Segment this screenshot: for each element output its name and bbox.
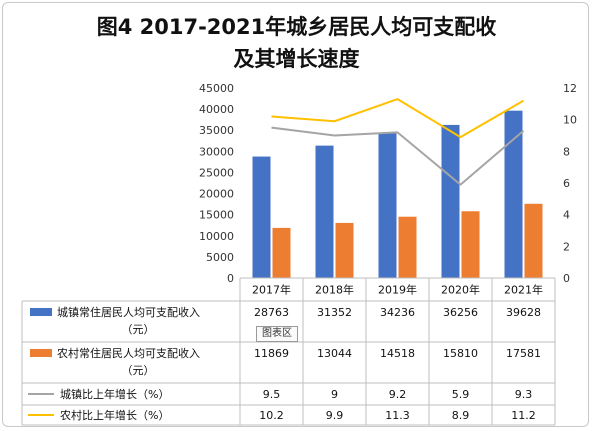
table-value-cell: 9.3 xyxy=(515,388,533,401)
table-value-cell: 15810 xyxy=(443,347,478,360)
table-value-cell: 13044 xyxy=(317,347,352,360)
legend-label: 农村比上年增长（%） xyxy=(60,408,169,422)
table-value-cell: 11869 xyxy=(254,347,289,360)
rural-income-bar xyxy=(398,216,417,278)
bars-group xyxy=(252,110,543,278)
right-y-tick-label: 8 xyxy=(563,145,570,158)
legend-label-unit: （元） xyxy=(122,364,155,377)
left-y-tick-label: 35000 xyxy=(199,124,234,137)
table-value-cell: 9 xyxy=(331,388,338,401)
legend-swatch xyxy=(30,308,52,316)
table-value-cell: 28763 xyxy=(254,306,289,319)
x-category-label: 2019年 xyxy=(378,283,417,297)
chart-frame xyxy=(2,2,589,427)
legend-label: 农村常住居民人均可支配收入 xyxy=(57,346,200,360)
legend-label: 城镇常住居民人均可支配收入 xyxy=(57,305,200,319)
table-value-cell: 14518 xyxy=(380,347,415,360)
table-value-cell: 34236 xyxy=(380,306,415,319)
left-y-tick-label: 30000 xyxy=(199,145,234,158)
table-value-cell: 36256 xyxy=(443,306,478,319)
rural-income-bar xyxy=(524,203,543,278)
table-value-cell: 17581 xyxy=(506,347,541,360)
left-y-tick-label: 40000 xyxy=(199,103,234,116)
table-value-cell: 9.5 xyxy=(263,388,281,401)
table-value-cell: 10.2 xyxy=(259,409,284,422)
urban-income-bar xyxy=(504,110,523,278)
urban-income-bar xyxy=(252,156,271,278)
urban-income-bar xyxy=(441,124,460,278)
left-y-tick-label: 0 xyxy=(227,272,234,285)
table-value-cell: 11.2 xyxy=(511,409,536,422)
right-y-tick-label: 0 xyxy=(563,272,570,285)
left-y-tick-label: 15000 xyxy=(199,209,234,222)
left-y-tick-label: 45000 xyxy=(199,82,234,95)
right-y-tick-label: 6 xyxy=(563,177,570,190)
lines-group xyxy=(271,98,525,186)
chart-title: 图4 2017-2021年城乡居民人均可支配收 xyxy=(96,15,497,39)
x-category-label: 2020年 xyxy=(441,283,480,297)
rural-income-bar xyxy=(272,227,291,278)
right-y-tick-label: 4 xyxy=(563,209,570,222)
legend-swatch xyxy=(30,349,52,357)
table-value-cell: 39628 xyxy=(506,306,541,319)
table-value-cell: 5.9 xyxy=(452,388,470,401)
legend-label-unit: （元） xyxy=(122,323,155,336)
left-y-tick-label: 5000 xyxy=(206,251,234,264)
right-y-tick-label: 10 xyxy=(563,114,577,127)
right-y-tick-label: 12 xyxy=(563,82,577,95)
urban-income-bar xyxy=(378,133,397,278)
table-value-cell: 11.3 xyxy=(385,409,410,422)
right-y-axis: 0 2 4 6 8 10 12 xyxy=(563,82,577,285)
left-y-tick-label: 20000 xyxy=(199,188,234,201)
x-category-label: 2018年 xyxy=(315,283,354,297)
left-y-tick-label: 25000 xyxy=(199,166,234,179)
table-value-cell: 9.9 xyxy=(326,409,344,422)
table-value-cell: 31352 xyxy=(317,306,352,319)
left-y-tick-label: 10000 xyxy=(199,230,234,243)
x-category-label: 2017年 xyxy=(252,283,291,297)
urban-growth-line xyxy=(271,126,525,186)
left-y-axis: 0 5000 10000 15000 20000 25000 30000 35000 40000… xyxy=(199,82,234,285)
chart-area-tooltip: 图表区 xyxy=(256,326,298,342)
rural-growth-line xyxy=(271,98,525,139)
rural-income-bar xyxy=(461,211,480,278)
urban-income-bar xyxy=(315,145,334,278)
table-value-cell: 8.9 xyxy=(452,409,470,422)
x-category-label: 2021年 xyxy=(504,283,543,297)
legend-label: 城镇比上年增长（%） xyxy=(60,387,169,401)
rural-income-bar xyxy=(335,222,354,278)
chart-title-line2: 及其增长速度 xyxy=(233,47,360,71)
right-y-tick-label: 2 xyxy=(563,240,570,253)
table-value-cell: 9.2 xyxy=(389,388,407,401)
